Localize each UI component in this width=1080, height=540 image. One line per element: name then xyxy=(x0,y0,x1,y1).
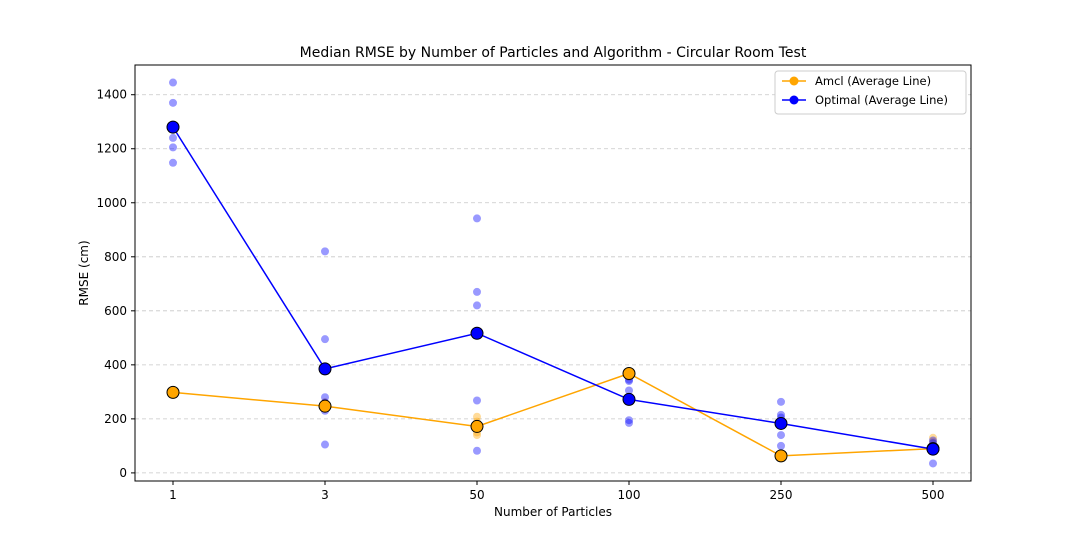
point-optimal-1-0 xyxy=(169,78,177,87)
legend-marker-optimal xyxy=(789,95,799,105)
point-optimal-250-4 xyxy=(777,441,785,450)
y-tick-label-800: 800 xyxy=(104,250,127,264)
x-tick-label-50: 50 xyxy=(469,488,484,502)
legend-label-amcl: Amcl (Average Line) xyxy=(815,74,931,88)
point-optimal-1-1 xyxy=(169,98,177,107)
y-tick-label-400: 400 xyxy=(104,358,127,372)
line-amcl xyxy=(172,372,934,457)
avg-marker-optimal-500 xyxy=(926,442,940,456)
point-optimal-500-4 xyxy=(929,459,937,468)
point-optimal-3-5 xyxy=(321,440,329,449)
avg-marker-optimal-1 xyxy=(166,120,180,134)
average-lines xyxy=(172,126,934,457)
avg-marker-optimal-50 xyxy=(470,326,484,340)
point-optimal-3-0 xyxy=(321,247,329,256)
avg-marker-optimal-100 xyxy=(622,392,636,406)
y-tick-label-1200: 1200 xyxy=(96,142,127,156)
average-markers xyxy=(166,120,940,463)
grid-lines xyxy=(135,94,971,474)
plot-frame xyxy=(134,64,972,482)
legend-box xyxy=(774,70,967,115)
point-optimal-250-3 xyxy=(777,431,785,440)
point-amcl-50-4 xyxy=(473,412,481,421)
avg-marker-amcl-1 xyxy=(166,385,180,399)
point-optimal-100-4 xyxy=(625,418,633,427)
avg-marker-amcl-3 xyxy=(318,399,332,413)
y-axis-ticks: 0 200 400 600 800 1000 1200 1400 xyxy=(96,88,135,480)
point-optimal-3-2 xyxy=(321,393,329,402)
point-optimal-250-0 xyxy=(777,397,785,406)
avg-marker-amcl-100 xyxy=(622,366,636,380)
y-tick-label-0: 0 xyxy=(119,466,127,480)
y-axis-label: RMSE (cm) xyxy=(77,240,91,305)
point-optimal-250-1 xyxy=(777,410,785,419)
x-tick-label-1: 1 xyxy=(169,488,177,502)
point-amcl-50-0 xyxy=(473,431,481,440)
point-optimal-50-2 xyxy=(473,301,481,310)
legend: Amcl (Average Line) Optimal (Average Lin… xyxy=(774,70,967,115)
x-tick-label-3: 3 xyxy=(321,488,329,502)
avg-marker-optimal-250 xyxy=(774,416,788,430)
x-tick-label-100: 100 xyxy=(618,488,641,502)
avg-marker-amcl-250 xyxy=(774,449,788,463)
chart-title: Median RMSE by Number of Particles and A… xyxy=(300,45,807,61)
legend-marker-amcl xyxy=(789,76,799,86)
y-tick-label-600: 600 xyxy=(104,304,127,318)
y-tick-label-200: 200 xyxy=(104,412,127,426)
point-optimal-1-3 xyxy=(169,133,177,142)
point-optimal-100-3 xyxy=(625,416,633,425)
point-optimal-50-3 xyxy=(473,396,481,405)
point-optimal-100-2 xyxy=(625,386,633,395)
point-optimal-3-1 xyxy=(321,335,329,344)
y-tick-label-1000: 1000 xyxy=(96,196,127,210)
x-tick-label-500: 500 xyxy=(922,488,945,502)
point-optimal-50-4 xyxy=(473,446,481,455)
legend-label-optimal: Optimal (Average Line) xyxy=(815,93,948,107)
x-axis-label: Number of Particles xyxy=(494,505,612,519)
point-optimal-50-0 xyxy=(473,214,481,223)
point-amcl-500-4 xyxy=(929,433,937,442)
avg-marker-optimal-3 xyxy=(318,362,332,376)
point-optimal-1-4 xyxy=(169,143,177,152)
x-tick-label-250: 250 xyxy=(770,488,793,502)
point-optimal-1-5 xyxy=(169,158,177,167)
y-tick-label-1400: 1400 xyxy=(96,88,127,102)
avg-marker-amcl-50 xyxy=(470,419,484,433)
line-optimal xyxy=(172,126,934,450)
point-optimal-50-1 xyxy=(473,287,481,296)
individual-points xyxy=(169,78,937,468)
x-axis-ticks: 1 3 50 100 250 500 xyxy=(169,481,944,502)
